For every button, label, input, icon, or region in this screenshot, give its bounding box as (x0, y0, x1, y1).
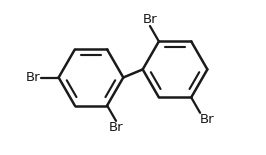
Text: Br: Br (26, 71, 41, 84)
Text: Br: Br (109, 121, 123, 134)
Text: Br: Br (200, 113, 215, 126)
Text: Br: Br (143, 13, 157, 26)
